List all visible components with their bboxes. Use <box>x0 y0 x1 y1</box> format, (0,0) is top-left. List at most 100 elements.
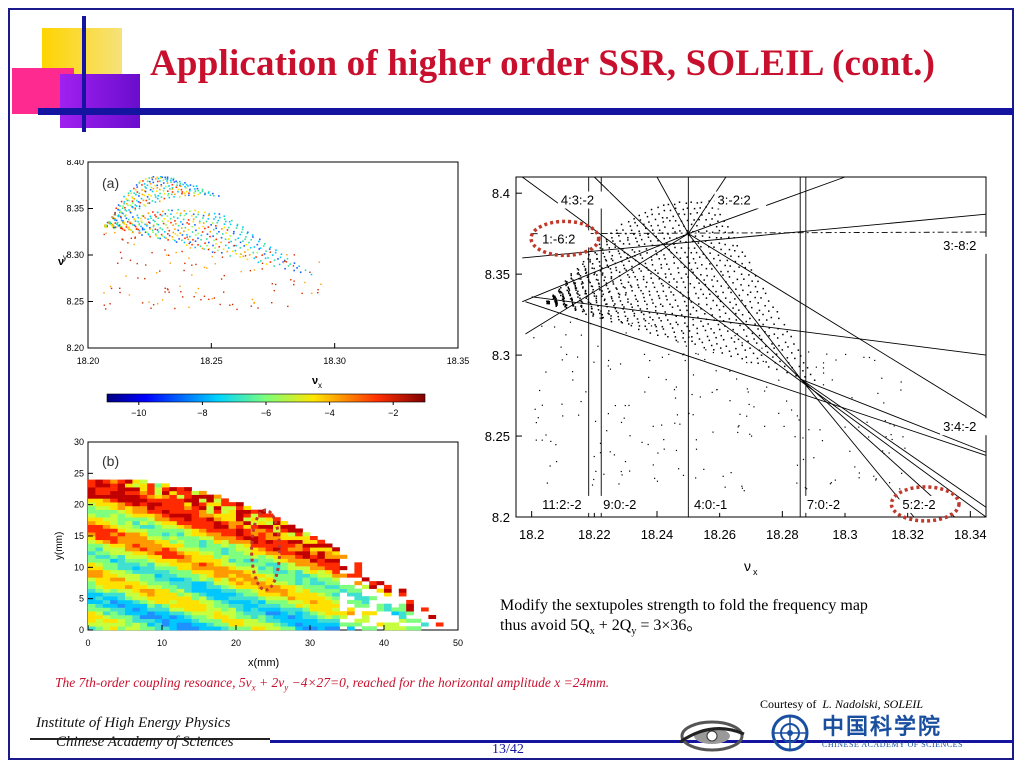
plot-b-cell <box>154 626 163 631</box>
plot-b-cell <box>310 622 318 627</box>
plot-b-cell <box>95 498 104 503</box>
plot-b-cell <box>376 588 385 593</box>
plot-b-cell <box>413 626 422 631</box>
plot-a-point <box>231 303 234 306</box>
plot-b-cell <box>280 584 289 589</box>
plot-r-point <box>597 304 599 307</box>
plot-r-point <box>741 485 743 487</box>
plot-r-point <box>826 353 828 355</box>
plot-r-point <box>662 305 664 307</box>
plot-r-point <box>756 312 758 314</box>
plot-r-point <box>614 243 616 245</box>
plot-a-point <box>124 209 126 211</box>
plot-r-point <box>603 299 606 302</box>
plot-a-point <box>155 223 158 225</box>
plot-b-cell <box>95 494 104 499</box>
plot-b-cell <box>191 524 200 529</box>
plot-r-point <box>690 301 692 303</box>
plot-b-cell <box>206 626 215 631</box>
plot-a-point <box>119 205 121 207</box>
plot-a-point <box>140 220 143 222</box>
plot-b-cell <box>354 592 363 597</box>
plot-a-point <box>200 234 203 237</box>
plot-b-cell <box>206 532 215 537</box>
plot-a-point <box>154 201 157 203</box>
plot-r-point <box>776 368 778 371</box>
plot-b-cell <box>199 505 207 510</box>
plot-b-cell <box>295 543 303 548</box>
plot-b-cell <box>265 626 274 631</box>
plot-r-point <box>593 273 595 276</box>
plot-a-point <box>179 285 181 287</box>
plot-b-cell <box>287 551 296 556</box>
plot-b-cell <box>221 581 229 586</box>
plot-a-point <box>218 245 221 248</box>
plot-a-point <box>253 302 255 304</box>
plot-r-point <box>580 283 583 285</box>
plot-a-point <box>245 236 247 238</box>
plot-r-point <box>673 203 676 206</box>
plot-r-point <box>630 303 632 305</box>
plot-a-point <box>128 209 130 211</box>
plot-b-cell <box>258 517 266 522</box>
plot-r-point <box>724 325 726 327</box>
plot-b-cell <box>250 581 259 586</box>
plot-a-point <box>264 257 267 260</box>
plot-r-point <box>768 310 770 312</box>
plot-r-point <box>605 238 608 241</box>
plot-r-point <box>684 286 687 289</box>
plot-b-cell <box>228 562 237 567</box>
plot-b-cell <box>102 592 111 597</box>
plot-b-cell <box>147 494 155 499</box>
plot-a-point <box>120 200 123 203</box>
plot-b-cell <box>95 592 104 597</box>
plot-a-point <box>123 223 126 225</box>
plot-b-cell <box>117 603 126 608</box>
plot-b-cell <box>110 622 118 627</box>
plot-a-point <box>184 237 186 240</box>
plot-r-point <box>718 328 721 331</box>
plot-a-point <box>132 206 134 209</box>
plot-b-cell <box>184 505 192 510</box>
plot-r-point <box>554 301 557 304</box>
plot-b-cell <box>243 551 252 556</box>
plot-a-point <box>154 184 156 187</box>
plot-b-cell <box>117 562 126 567</box>
plot-b-cell <box>88 581 96 586</box>
plot-r-point <box>563 303 565 306</box>
plot-a-point <box>197 237 199 240</box>
plot-r-point <box>691 336 693 338</box>
plot-a-point <box>112 217 115 220</box>
plot-r-point <box>563 300 565 302</box>
plot-b-cell <box>384 592 392 597</box>
plot-b-cell <box>184 524 192 529</box>
plot-r-point <box>610 320 613 323</box>
plot-r-point <box>881 377 883 379</box>
plot-r-point <box>615 287 617 289</box>
plot-r-point <box>738 294 741 297</box>
plot-r-point <box>667 336 669 338</box>
plot-r-point <box>893 425 895 427</box>
plot-r-point <box>720 334 723 337</box>
plot-r-point <box>764 425 766 427</box>
plot-r-point <box>575 308 577 311</box>
plot-r-point <box>786 357 789 359</box>
plot-a-point <box>164 176 166 179</box>
plot-r-point <box>611 300 614 302</box>
plot-r-point <box>697 353 699 355</box>
plot-b-cell <box>162 573 170 578</box>
plot-b-cell <box>88 547 96 552</box>
plot-b-cell <box>176 614 185 620</box>
plot-a-point <box>122 228 125 231</box>
plot-b-cell <box>250 513 259 518</box>
plot-r-point <box>623 417 625 419</box>
plot-r-point <box>724 486 726 488</box>
plot-b-cell <box>332 558 340 563</box>
plot-b-cell <box>265 558 274 563</box>
plot-r-point <box>696 327 698 330</box>
plot-r-point <box>663 448 665 450</box>
plot-b-cell <box>206 607 215 612</box>
plot-b-cell <box>302 551 311 556</box>
plot-r-point <box>722 338 725 341</box>
plot-a-point <box>114 218 117 220</box>
